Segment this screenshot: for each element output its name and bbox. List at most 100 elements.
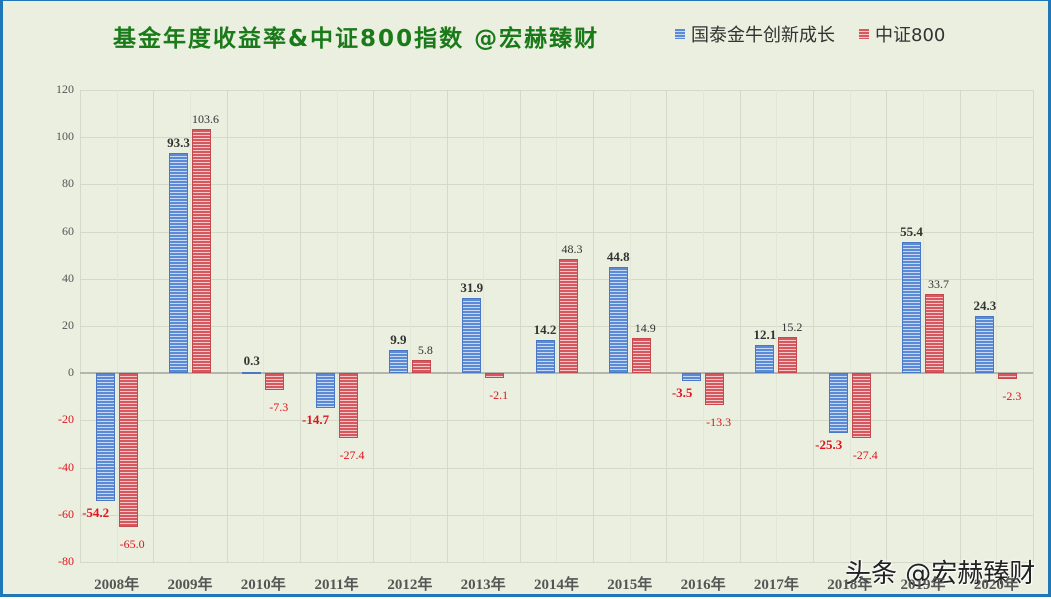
data-label-fund-2013年: 31.9 [460, 279, 484, 295]
bar-fund-2008年 [95, 373, 115, 502]
gridline-vertical [593, 90, 594, 562]
data-label-fund-2015年: 44.8 [606, 249, 630, 265]
y-tick-label: -40 [58, 459, 74, 474]
gridline-vertical [960, 90, 961, 562]
bar-fund-2009年 [168, 153, 188, 374]
gridline-vertical [740, 90, 741, 562]
gridline-vertical-minor [483, 90, 484, 562]
gridline-vertical [153, 90, 154, 562]
x-tick-label: 2015年 [607, 577, 653, 593]
gridline-vertical-minor [190, 90, 191, 562]
y-tick-label: 60 [62, 223, 74, 238]
legend-item-index: 中证800 [859, 21, 945, 47]
data-label-fund-2017年: 12.1 [753, 326, 777, 342]
data-label-index-2013年: -2.1 [489, 388, 509, 403]
data-label-fund-2020年: 24.3 [973, 297, 997, 313]
gridline-vertical-minor [850, 90, 851, 562]
gridline-vertical [520, 90, 521, 562]
data-label-fund-2014年: 14.2 [533, 321, 557, 337]
x-tick-label: 2020年 [973, 577, 1019, 593]
y-tick-label: -60 [58, 506, 74, 521]
chart-title: 基金年度收益率&中证800指数 @宏赫臻财 [113, 26, 600, 52]
x-tick-label: 2011年 [314, 577, 359, 593]
legend-label-fund: 国泰金牛创新成长 [691, 25, 835, 46]
data-label-fund-2018年: -25.3 [815, 436, 843, 452]
bar-fund-2011年 [315, 373, 335, 408]
bar-index-2016年 [705, 373, 725, 405]
chart-legend: 国泰金牛创新成长 中证800 [675, 21, 969, 47]
data-label-index-2019年: 33.7 [928, 276, 950, 291]
gridline-vertical-minor [630, 90, 631, 562]
bar-fund-2016年 [682, 373, 702, 382]
gridline-vertical-minor [337, 90, 338, 562]
data-label-fund-2009年: 93.3 [167, 135, 190, 150]
bar-fund-2015年 [608, 267, 628, 374]
data-label-fund-2016年: -3.5 [671, 385, 693, 401]
data-label-index-2014年: 48.3 [561, 242, 583, 257]
data-label-index-2012年: 5.8 [417, 342, 433, 357]
bar-index-2013年 [485, 373, 505, 379]
bar-index-2019年 [925, 293, 945, 374]
y-tick-label: -20 [58, 412, 74, 427]
bar-index-2017年 [778, 337, 798, 374]
x-tick-label: 2014年 [533, 577, 580, 593]
gridline-vertical [373, 90, 374, 562]
gridline-vertical [1033, 90, 1034, 562]
y-tick-label: -80 [58, 554, 74, 568]
data-label-fund-2012年: 9.9 [390, 331, 407, 347]
data-label-index-2010年: -7.3 [269, 400, 289, 415]
y-tick-label: 120 [56, 82, 74, 96]
gridline-vertical-minor [556, 90, 557, 562]
bar-fund-2020年 [975, 315, 995, 374]
y-tick-label: 0 [68, 365, 74, 380]
zero-axis-line [80, 372, 1033, 374]
gridline-horizontal [80, 562, 1033, 563]
bar-fund-2010年 [242, 372, 262, 375]
legend-label-index: 中证800 [875, 25, 946, 46]
x-tick-label: 2013年 [460, 577, 506, 593]
gridline-vertical [886, 90, 887, 562]
gridline-vertical [813, 90, 814, 562]
bar-fund-2019年 [902, 242, 922, 374]
legend-swatch-red-icon [859, 29, 869, 39]
gridline-vertical [300, 90, 301, 562]
bar-fund-2012年 [388, 349, 408, 374]
gridline-vertical-minor [776, 90, 777, 562]
bar-index-2008年 [118, 373, 138, 527]
bar-fund-2014年 [535, 339, 555, 374]
data-label-index-2016年: -13.3 [706, 414, 732, 429]
legend-swatch-blue-icon [675, 29, 685, 39]
bar-index-2010年 [265, 373, 285, 391]
gridline-vertical-minor [263, 90, 264, 562]
x-tick-label: 2010年 [240, 577, 286, 593]
x-tick-label: 2016年 [680, 577, 726, 593]
gridline-vertical-minor [410, 90, 411, 562]
y-tick-label: 40 [62, 270, 74, 285]
data-label-index-2015年: 14.9 [634, 321, 656, 336]
data-label-index-2017年: 15.2 [781, 320, 803, 335]
plot-area: -54.2 -65.0 93.3 103.6 0.3 -7.3 -14.7 -27.4 9.9 5… [80, 90, 1034, 563]
data-label-index-2018年: -27.4 [852, 447, 878, 462]
legend-item-fund: 国泰金牛创新成长 [675, 21, 835, 47]
data-label-fund-2010年: 0.3 [243, 353, 260, 369]
x-tick-label: 2018年 [827, 577, 873, 593]
gridline-vertical [80, 90, 81, 562]
watermark: 头条 @宏赫臻财 [845, 559, 1036, 589]
gridline-vertical [227, 90, 228, 562]
bar-index-2009年 [191, 128, 211, 374]
gridline-vertical-minor [923, 90, 924, 562]
data-label-fund-2008年: -54.2 [82, 505, 110, 521]
y-tick-label: 80 [62, 176, 74, 191]
bar-index-2014年 [558, 259, 578, 374]
bar-fund-2017年 [755, 344, 775, 374]
y-tick-label: 20 [62, 318, 74, 332]
x-tick-label: 2019年 [900, 577, 946, 593]
bar-fund-2018年 [828, 373, 848, 433]
bar-fund-2013年 [462, 297, 482, 374]
x-tick-label: 2009年 [167, 577, 213, 593]
y-tick-label: 100 [56, 129, 74, 144]
data-label-fund-2019年: 55.4 [900, 224, 923, 240]
gridline-vertical [666, 90, 667, 562]
bar-index-2012年 [411, 359, 431, 374]
bar-index-2011年 [338, 373, 358, 438]
